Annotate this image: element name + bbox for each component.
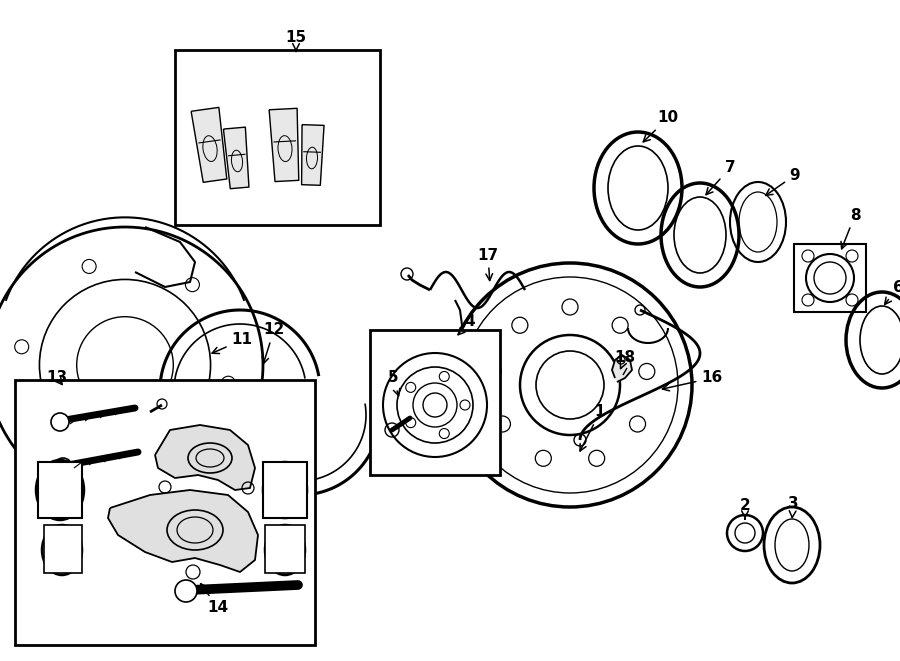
Circle shape [383,353,487,457]
Text: 13: 13 [47,371,68,385]
Polygon shape [223,127,249,188]
Text: 3: 3 [788,496,798,518]
Text: 17: 17 [477,247,499,280]
Bar [370,330,500,475]
Circle shape [54,458,72,476]
Text: 12: 12 [262,323,284,364]
Text: 8: 8 [841,208,860,249]
Text: 7: 7 [706,161,735,195]
Text: 14: 14 [201,584,229,615]
Bar [263,462,307,518]
Text: 5: 5 [388,371,400,396]
Text: 4: 4 [458,315,475,334]
Polygon shape [612,355,632,382]
Bar [44,525,82,573]
Text: 15: 15 [285,30,307,51]
Text: 2: 2 [740,498,751,519]
Polygon shape [108,490,258,572]
Circle shape [448,263,692,507]
Polygon shape [302,125,324,185]
Text: 16: 16 [662,371,723,391]
Text: 11: 11 [212,332,253,354]
Text: 18: 18 [615,350,635,369]
Text: 10: 10 [644,110,679,142]
Polygon shape [155,425,255,490]
Bar [38,462,82,518]
Circle shape [175,580,197,602]
Bar [794,244,866,312]
Bar [265,525,305,573]
Polygon shape [269,108,299,182]
Text: 6: 6 [885,280,900,305]
Text: 9: 9 [766,167,800,196]
Circle shape [51,413,69,431]
Text: 1: 1 [580,405,605,451]
Bar [15,380,315,645]
Polygon shape [191,107,227,182]
Bar [175,50,380,225]
